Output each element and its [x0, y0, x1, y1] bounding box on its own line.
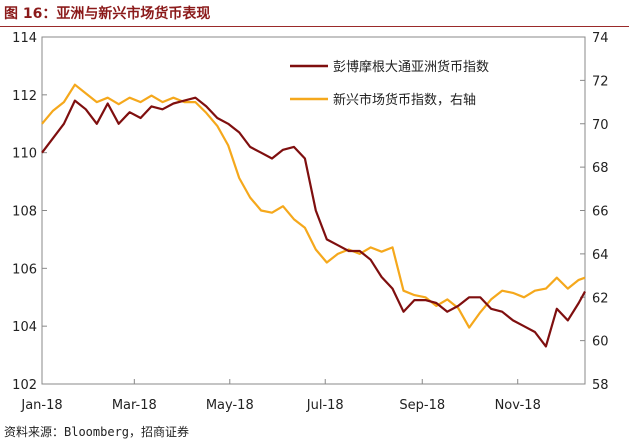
plot-frame — [41, 36, 586, 385]
right-tick-label: 72 — [592, 74, 609, 89]
left-tick-label: 102 — [12, 378, 37, 393]
left-tick-label: 112 — [12, 89, 37, 104]
right-tick-label: 66 — [592, 205, 609, 220]
figure-title: 图 16：亚洲与新兴市场货币表现 — [4, 6, 211, 22]
right-tick-label: 62 — [592, 291, 609, 306]
right-tick-label: 60 — [592, 335, 609, 350]
em-currency-index-line — [41, 83, 586, 329]
left-tick-label: 108 — [12, 205, 37, 220]
right-tick-label: 74 — [592, 31, 609, 46]
x-tick-label: Nov-18 — [495, 398, 541, 413]
legend-label: 新兴市场货币指数，右轴 — [333, 92, 476, 108]
x-tick-label: Sep-18 — [399, 398, 445, 413]
right-tick-label: 58 — [592, 378, 609, 393]
x-tick-label: Mar-18 — [112, 398, 157, 413]
left-tick-label: 110 — [12, 147, 37, 162]
axes: 102 104 106 108 110 112 114 58 60 62 64 66 68 70 72 74 J… — [12, 31, 608, 413]
title-rule — [0, 26, 629, 27]
asia-currency-index-line — [41, 96, 586, 348]
x-tick-label: Jul-18 — [306, 398, 344, 413]
left-tick-label: 114 — [12, 31, 37, 46]
x-tick-label: Jan-18 — [20, 398, 62, 413]
right-tick-label: 68 — [592, 161, 609, 176]
left-tick-label: 104 — [12, 320, 37, 335]
right-tick-label: 70 — [592, 118, 609, 133]
left-tick-label: 106 — [12, 262, 37, 277]
series-lines — [41, 83, 586, 348]
right-tick-label: 64 — [592, 248, 609, 263]
legend-label: 彭博摩根大通亚洲货币指数 — [333, 59, 489, 75]
chart: 102 104 106 108 110 112 114 58 60 62 64 66 68 70 72 74 J… — [12, 31, 608, 413]
source-note: 资料来源：Bloomberg，招商证券 — [4, 425, 190, 439]
x-tick-label: May-18 — [206, 398, 254, 413]
